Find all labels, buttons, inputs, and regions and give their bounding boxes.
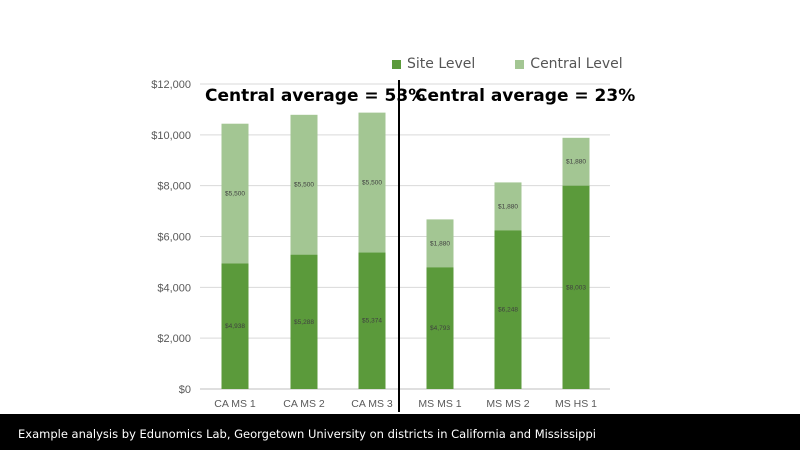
chart-legend: Site Level Central Level — [392, 56, 623, 72]
bar-segment-central-level — [358, 112, 386, 253]
data-label-central-level: $1,880 — [430, 240, 450, 247]
legend-swatch-central-level — [515, 59, 525, 69]
bar-segment-site-level — [358, 252, 386, 389]
legend-label-site-level: Site Level — [407, 56, 476, 72]
y-tick-label: $0 — [179, 384, 191, 396]
data-label-site-level: $5,288 — [294, 319, 314, 326]
data-label-central-level: $1,880 — [498, 203, 518, 210]
footer-bar: Example analysis by Edunomics Lab, Georg… — [0, 414, 800, 450]
bar-segment-central-level — [494, 182, 522, 231]
data-label-central-level: $5,500 — [294, 182, 314, 189]
data-label-site-level: $5,374 — [362, 318, 382, 325]
x-tick-label: CA MS 3 — [351, 398, 393, 410]
data-label-central-level: $5,500 — [225, 191, 245, 198]
y-tick-label: $12,000 — [151, 79, 191, 91]
bar-segment-central-level — [290, 114, 318, 255]
x-tick-label: MS MS 1 — [418, 398, 461, 410]
bar-segment-site-level — [426, 267, 454, 389]
y-tick-label: $4,000 — [157, 282, 191, 294]
x-tick-label: MS HS 1 — [555, 398, 597, 410]
y-tick-label: $8,000 — [157, 181, 191, 193]
bar-segment-central-level — [562, 137, 590, 186]
footer-caption: Example analysis by Edunomics Lab, Georg… — [18, 427, 596, 441]
bar-segment-site-level — [494, 230, 522, 389]
legend-swatch-site-level — [392, 59, 401, 69]
data-label-site-level: $8,003 — [566, 284, 586, 291]
x-tick-label: MS MS 2 — [486, 398, 529, 410]
data-label-site-level: $4,793 — [430, 325, 450, 332]
x-tick-label: CA MS 1 — [214, 398, 256, 410]
data-label-central-level: $1,880 — [566, 159, 586, 166]
data-label-site-level: $4,938 — [225, 323, 245, 330]
bar-segment-site-level — [221, 263, 249, 389]
bar-segment-site-level — [290, 254, 318, 389]
bar-segment-central-level — [426, 219, 454, 268]
legend-label-central-level: Central Level — [530, 56, 623, 72]
legend-item-central-level: Central Level — [515, 56, 623, 72]
x-tick-label: CA MS 2 — [283, 398, 325, 410]
y-tick-label: $10,000 — [151, 130, 191, 142]
data-label-central-level: $5,500 — [362, 180, 382, 187]
y-tick-label: $2,000 — [157, 333, 191, 345]
legend-item-site-level: Site Level — [392, 56, 475, 72]
bar-segment-central-level — [221, 123, 249, 264]
annotation-mississippi-central-average: Central average = 23% — [415, 86, 636, 106]
annotation-california-central-average: Central average = 53% — [205, 86, 426, 106]
y-tick-label: $6,000 — [157, 232, 191, 244]
data-label-site-level: $6,248 — [498, 307, 518, 314]
stacked-bar-chart: $0 $2,000 $4,000 $6,000 $8,000 $10,000 $12,000… — [151, 79, 610, 412]
bar-segment-site-level — [562, 185, 590, 389]
